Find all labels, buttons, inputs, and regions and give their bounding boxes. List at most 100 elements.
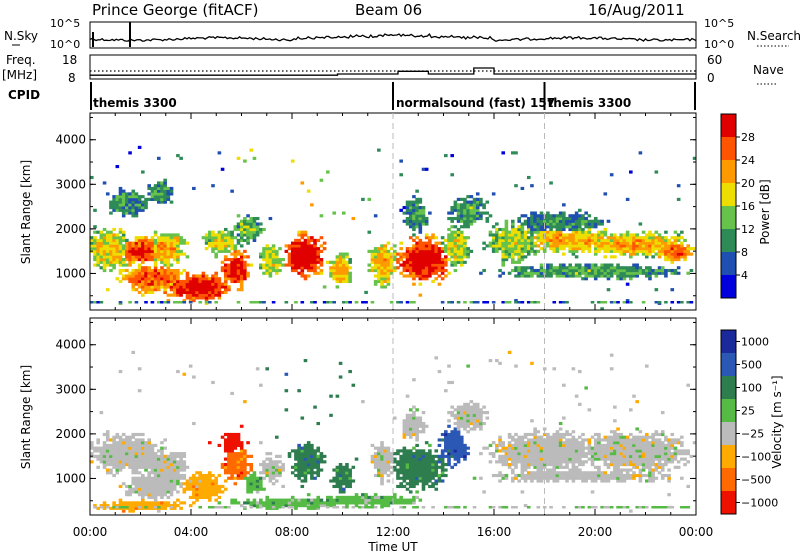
data-cell [172, 258, 177, 262]
data-cell [418, 247, 423, 251]
data-cell [571, 468, 576, 472]
data-cell [141, 241, 145, 245]
data-cell [278, 258, 282, 262]
data-cell [558, 476, 563, 480]
data-cell [463, 413, 467, 417]
data-cell [160, 181, 164, 185]
data-cell [603, 227, 608, 232]
data-cell [415, 424, 419, 428]
data-cell [326, 301, 330, 304]
data-cell [364, 290, 368, 294]
data-cell [153, 471, 158, 475]
data-cell [549, 274, 553, 278]
data-cell [593, 216, 598, 221]
data-cell [555, 222, 560, 226]
data-cell [581, 247, 585, 251]
data-cell [160, 471, 164, 475]
data-cell [526, 432, 531, 437]
data-cell [239, 457, 244, 461]
data-cell [377, 271, 381, 275]
data-cell [466, 419, 470, 423]
data-cell [338, 279, 343, 284]
data-cell [163, 476, 167, 480]
data-cell [504, 473, 509, 478]
data-cell [571, 249, 576, 253]
data-cell [137, 463, 142, 467]
data-cell [412, 301, 416, 304]
data-cell [361, 498, 365, 502]
data-cell [405, 457, 410, 461]
data-cell [128, 441, 132, 445]
data-cell [214, 247, 218, 251]
data-cell [638, 151, 643, 155]
data-cell [166, 271, 171, 275]
data-cell [405, 268, 410, 273]
data-cell [268, 274, 273, 278]
data-cell [131, 206, 136, 210]
data-cell [447, 236, 451, 240]
data-cell [115, 443, 120, 447]
data-cell [271, 476, 276, 480]
data-cell [163, 192, 167, 196]
data-cell [568, 449, 573, 453]
data-cell [622, 252, 627, 256]
data-cell [393, 460, 397, 464]
data-cell [169, 504, 174, 508]
data-cell [555, 460, 560, 464]
data-cell [185, 465, 190, 469]
data-cell [511, 268, 515, 273]
data-cell [147, 274, 151, 278]
data-cell [648, 266, 652, 270]
data-cell [440, 452, 445, 456]
data-cell [249, 487, 254, 491]
data-cell [459, 255, 464, 259]
data-cell [405, 465, 410, 469]
data-cell [153, 473, 158, 478]
data-cell [463, 216, 467, 221]
data-cell [485, 244, 490, 248]
data-cell [115, 457, 120, 461]
data-cell [625, 233, 630, 237]
data-cell [434, 247, 439, 251]
data-cell [128, 244, 132, 248]
data-cell [418, 277, 423, 281]
data-cell [504, 236, 509, 240]
data-cell [105, 452, 110, 456]
data-cell [546, 463, 550, 467]
data-cell [332, 498, 336, 502]
data-cell [568, 238, 573, 242]
data-cell [185, 482, 190, 486]
data-cell [552, 225, 557, 229]
data-cell [434, 454, 439, 458]
data-cell [297, 258, 301, 262]
data-cell [156, 476, 161, 480]
data-cell [204, 285, 209, 289]
data-cell [389, 452, 394, 456]
data-cell [517, 268, 521, 273]
data-cell [606, 238, 611, 242]
data-cell [536, 446, 541, 450]
data-cell [223, 282, 228, 286]
data-cell [306, 258, 311, 262]
data-cell [319, 468, 324, 472]
data-cell [533, 301, 537, 304]
data-cell [530, 443, 534, 447]
data-cell [144, 288, 148, 292]
data-cell [517, 457, 521, 461]
data-cell [511, 438, 515, 442]
data-cell [421, 454, 426, 458]
data-cell [412, 208, 416, 212]
data-cell [121, 208, 126, 212]
data-cell [469, 400, 474, 404]
data-cell [370, 260, 375, 264]
data-cell [520, 247, 525, 251]
data-cell [517, 216, 521, 221]
data-cell [246, 463, 250, 467]
data-cell [128, 197, 132, 201]
data-cell [364, 504, 368, 508]
data-cell [96, 454, 100, 458]
data-cell [125, 501, 129, 505]
data-cell [105, 471, 110, 475]
data-cell [131, 279, 136, 284]
data-cell [150, 244, 155, 248]
